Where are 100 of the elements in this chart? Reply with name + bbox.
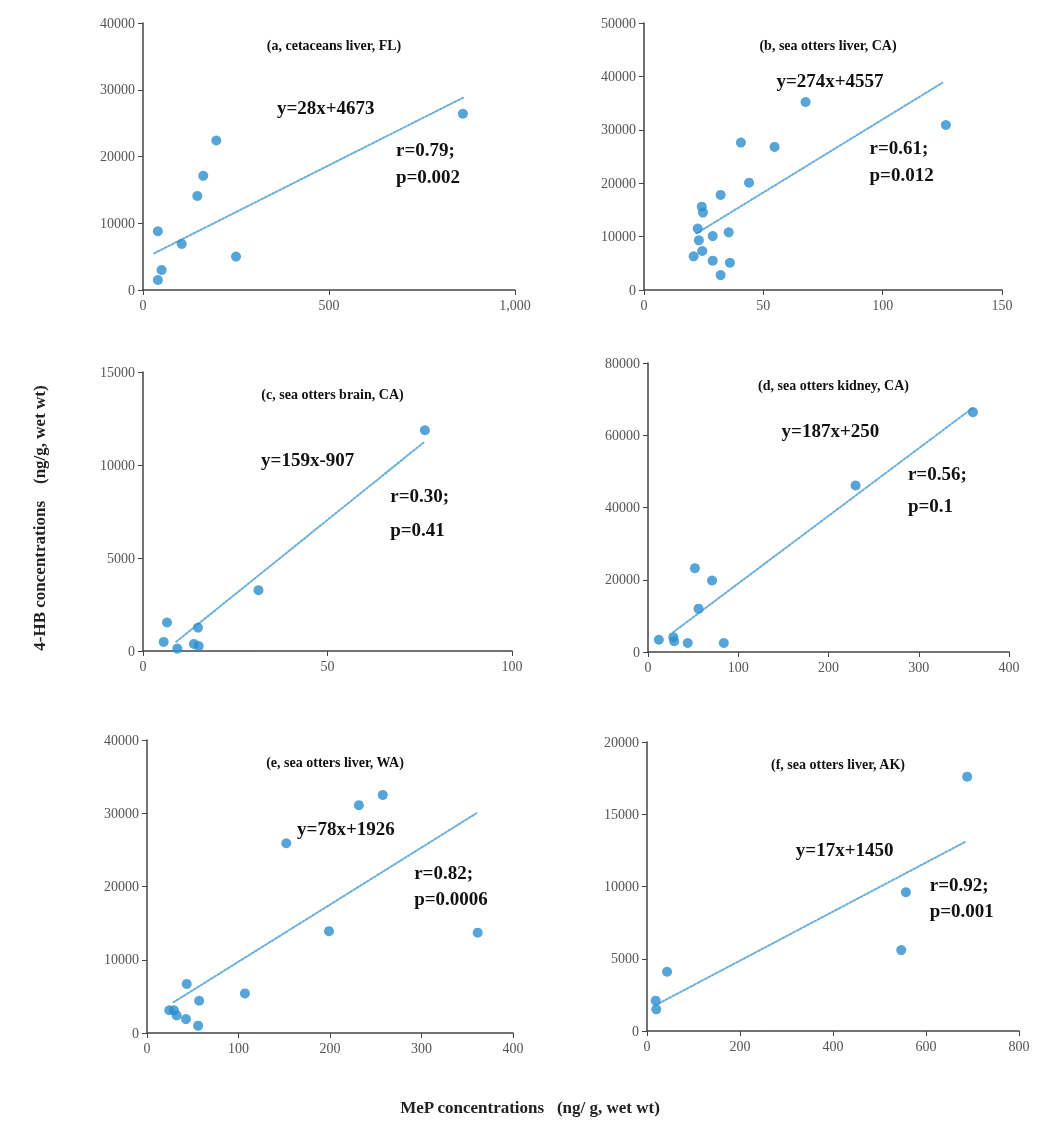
annotation: r=0.61; [869,136,929,158]
annotation: p=0.41 [390,518,445,540]
point [724,257,735,268]
annotation: y=78x+1926 [297,818,395,840]
y-tick-label: 10000 [100,457,135,473]
y-tick-label: 5000 [107,550,135,566]
y-tick-label: 30000 [100,82,135,98]
point [715,270,726,281]
annotation: y=187x+250 [781,419,880,441]
x-tick-label: 300 [411,1040,432,1056]
y-tick-label: 30000 [104,805,139,821]
x-tick-label: 0 [644,659,652,675]
point [152,274,163,285]
annotation: r=0.79; [395,139,455,161]
x-tick-label: 1,000 [499,297,531,313]
x-tick-label: 150 [991,297,1013,313]
point [707,575,718,586]
y-axis-title: 4-HB concentrations (ng/g, wet wt) [30,385,50,651]
annotation: r=0.92; [929,873,989,895]
x-axis-title: MeP concentrations (ng/ g, wet wt) [400,1098,660,1118]
point [472,927,483,938]
annotation: r=0.56; [907,463,967,485]
x-tick-label: 500 [318,297,340,313]
point [653,634,664,645]
point [156,264,167,275]
y-tick-label: 40000 [605,500,640,515]
point [735,137,746,148]
point [723,227,734,238]
x-tick-label: 100 [501,658,523,674]
y-tick-label: 10000 [104,952,139,968]
point [419,425,430,436]
text: (c, sea otters brain, CA) [261,386,404,403]
point [693,235,704,246]
point [377,789,388,800]
y-tick-label: 60000 [605,427,640,443]
point [192,190,203,201]
y-tick-label: 20000 [604,734,639,750]
point [688,251,699,262]
point [353,800,364,811]
point [962,771,973,782]
point [193,1020,204,1031]
y-tick-label: 10000 [100,215,135,231]
y-tick-label: 15000 [604,806,639,822]
x-tick-label: 50 [320,658,335,674]
y-tick-label: 0 [629,282,636,298]
x-tick-label: 100 [872,297,894,313]
annotation: p=0.002 [395,166,461,188]
annotation: y=28x+4673 [276,96,375,118]
y-tick-label: 40000 [104,732,139,748]
y-tick-label: 80000 [605,355,640,371]
x-tick-label: 400 [998,659,1020,675]
point [967,407,978,418]
y-tick-label: 40000 [601,68,636,84]
x-tick-label: 200 [319,1040,341,1056]
point [198,170,209,181]
point [171,1010,182,1021]
y-tick-label: 10000 [604,879,639,894]
annotation: p=0.1 [907,494,954,516]
text: (f, sea otters liver, AK) [771,756,906,773]
point [692,223,703,234]
y-tick-label: 0 [128,643,135,659]
point [718,637,729,648]
point [900,887,911,898]
text: (b, sea otters liver, CA) [759,37,897,54]
point [253,585,264,596]
y-tick-label: 20000 [605,572,640,588]
x-tick-label: 50 [756,297,771,313]
point [158,636,169,647]
point [211,135,222,146]
x-tick-label: 800 [1008,1038,1030,1054]
point [181,978,192,989]
point [192,622,203,633]
annotation: y=17x+1450 [795,839,894,861]
point [800,97,811,108]
point [152,226,163,237]
y-tick-label: 5000 [611,951,639,967]
point [697,246,708,257]
point [715,189,726,200]
point [896,945,907,956]
y-tick-label: 15000 [100,364,135,380]
point [693,603,704,614]
x-tick-label: 400 [502,1040,524,1056]
y-tick-label: 10000 [601,229,636,245]
x-tick-label: 400 [822,1038,844,1054]
text: (e, sea otters liver, WA) [266,754,405,771]
point [682,637,693,648]
annotation: p=0.001 [929,899,994,921]
point [940,120,951,130]
annotation: y=159x-907 [261,449,355,471]
point [651,1004,662,1015]
point [457,108,468,119]
x-tick-label: 200 [729,1038,751,1054]
point [324,926,334,937]
text: (a, cetaceans liver, FL) [266,37,402,54]
y-tick-label: 0 [633,644,640,660]
y-tick-label: 40000 [100,15,135,31]
y-tick-label: 0 [132,1025,139,1041]
point [193,640,204,651]
y-tick-label: 20000 [104,879,139,894]
annotation: r=0.82; [414,862,474,884]
